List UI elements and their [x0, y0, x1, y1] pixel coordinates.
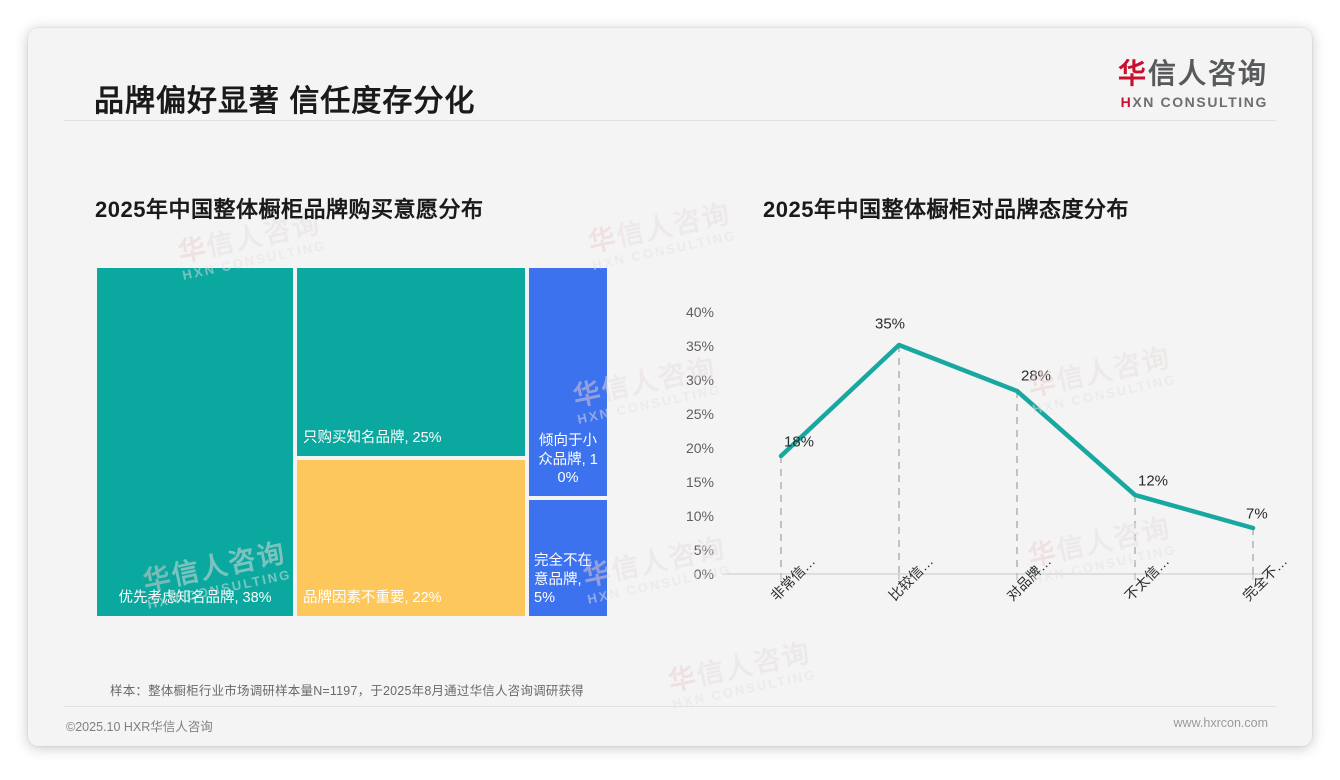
data-label: 18% — [784, 433, 815, 451]
company-logo: 华信人咨询 HXN CONSULTING — [1117, 58, 1268, 111]
data-label: 28% — [1021, 367, 1052, 385]
line-chart-plot — [723, 342, 1268, 580]
y-axis-tick: 40% — [685, 304, 714, 320]
treemap-cell-label: 倾向于小众品牌, 10% — [538, 433, 598, 487]
y-axis-tick: 5% — [693, 542, 714, 558]
y-axis-tick: 0% — [693, 566, 714, 582]
treemap-cell-label: 完全不在意品牌, 5% — [534, 553, 592, 607]
treemap-cell-prefer-niche-brand[interactable]: 倾向于小众品牌, 10% — [527, 266, 609, 498]
treemap-cell-only-known-brand[interactable]: 只购买知名品牌, 25% — [295, 266, 527, 458]
right-chart-panel: 2025年中国整体橱柜对品牌态度分布 — [763, 192, 1129, 224]
watermark-accent: 华 — [585, 222, 621, 258]
data-label: 35% — [875, 315, 906, 333]
header-divider — [64, 120, 1276, 121]
left-chart-title: 2025年中国整体橱柜品牌购买意愿分布 — [95, 197, 484, 222]
y-axis-tick: 20% — [685, 440, 714, 456]
watermark-accent: 华 — [175, 232, 211, 268]
treemap-cell-label: 只购买知名品牌, 25% — [303, 430, 442, 447]
logo-accent-char: 华 — [1117, 58, 1148, 89]
slide-header: 品牌偏好显著 信任度存分化 华信人咨询 HXN CONSULTING — [28, 28, 1312, 121]
watermark-accent: 华 — [665, 661, 701, 697]
treemap-cell-priority-known-brand[interactable]: 优先考虑知名品牌, 38% — [95, 266, 295, 618]
footnote: 样本：整体橱柜行业市场调研样本量N=1197，于2025年8月通过华信人咨询调研… — [110, 684, 584, 698]
watermark-en: HXN CONSULTING — [591, 227, 738, 274]
line-series-brand-attitude — [778, 342, 1256, 531]
data-label: 12% — [1138, 472, 1169, 490]
slide-canvas: 华信人咨询 HXN CONSULTING 华信人咨询 HXN CONSULTIN… — [28, 28, 1312, 746]
watermark-cn: 信人咨询 — [614, 198, 734, 252]
treemap-cell-brand-not-important[interactable]: 品牌因素不重要, 22% — [295, 458, 527, 618]
treemap-cell-label: 品牌因素不重要, 22% — [303, 590, 442, 607]
logo-en-text: XN CONSULTING — [1132, 94, 1268, 110]
logo-en-accent: H — [1120, 94, 1133, 110]
y-axis-tick: 15% — [685, 474, 714, 490]
treemap-cell-label: 优先考虑知名品牌, 38% — [118, 590, 272, 607]
left-chart-panel: 2025年中国整体橱柜品牌购买意愿分布 — [95, 192, 483, 224]
page-title: 品牌偏好显著 信任度存分化 — [94, 85, 476, 118]
logo-cn-text: 信人咨询 — [1147, 58, 1268, 89]
y-axis-tick: 25% — [685, 406, 714, 422]
copyright-text: ©2025.10 HXR华信人咨询 — [66, 720, 213, 734]
right-chart-title: 2025年中国整体橱柜对品牌态度分布 — [763, 197, 1129, 222]
y-axis-tick: 30% — [685, 372, 714, 388]
line-chart: 40% 35% 30% 25% 20% 15% 10% 5% 0% — [668, 286, 1290, 656]
treemap-chart: 优先考虑知名品牌, 38% 只购买知名品牌, 25% 品牌因素不重要, 22% … — [95, 266, 609, 618]
footer-divider — [64, 706, 1276, 707]
y-axis-tick: 10% — [685, 508, 714, 524]
y-axis-tick: 35% — [685, 338, 714, 354]
data-label: 7% — [1246, 505, 1268, 523]
website-url[interactable]: www.hxrcon.com — [1173, 716, 1268, 730]
treemap-cell-no-brand-care[interactable]: 完全不在意品牌, 5% — [527, 498, 609, 618]
